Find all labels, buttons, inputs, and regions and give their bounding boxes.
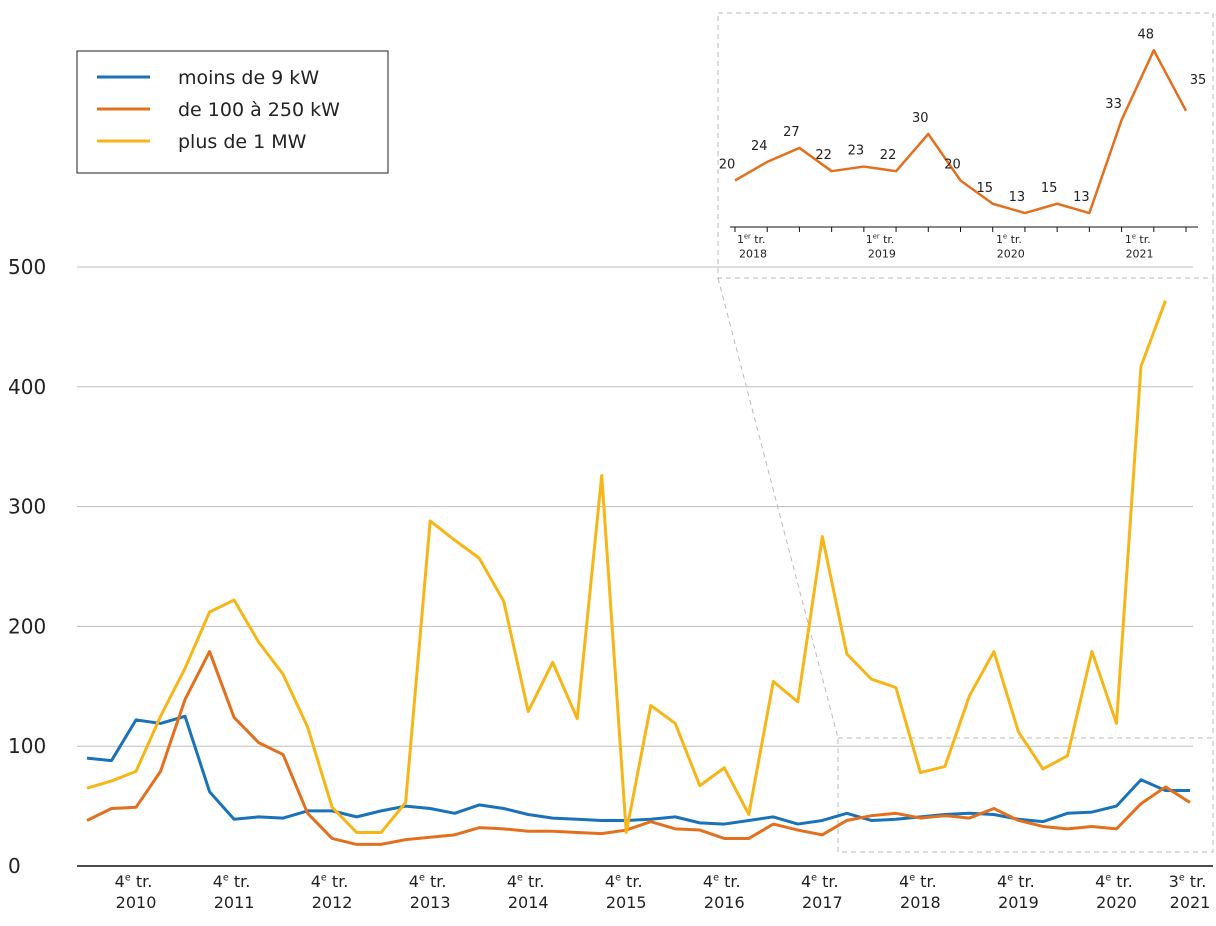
x-tick-label: 4e tr. 2017 (801, 872, 844, 912)
x-tick-label: 1er tr. 2018 (737, 233, 769, 261)
line (86, 300, 1167, 834)
x-tick-label: 4e tr. 2013 (409, 872, 452, 912)
x-tick-label: 4e tr. 2016 (703, 872, 746, 912)
x-tick-label: 3e tr. 2021 (1169, 872, 1212, 912)
y-tick-label: 0 (8, 854, 21, 878)
x-tick-label: 4e tr. 2020 (1095, 872, 1138, 912)
data-label: 35 (1190, 73, 1207, 88)
y-tick-label: 400 (8, 375, 46, 399)
data-label: 24 (751, 139, 768, 154)
inset-box (717, 12, 1214, 279)
line (86, 714, 1190, 826)
y-tick-label: 300 (8, 495, 46, 519)
y-tick-label: 200 (8, 614, 46, 638)
data-label: 15 (976, 181, 993, 196)
legend-label: moins de 9 kW (178, 67, 319, 89)
zoom-connector (717, 277, 839, 739)
y-tick-label: 500 (8, 255, 46, 279)
x-tick-label: 4e tr. 2019 (997, 872, 1040, 912)
x-tick-label: 4e tr. 2012 (311, 872, 354, 912)
zoom-box (837, 737, 1214, 853)
x-tick-label: 4e tr. 2011 (213, 872, 256, 912)
x-tick-label: 4e tr. 2014 (507, 872, 550, 912)
data-label: 15 (1041, 181, 1058, 196)
data-label: 20 (719, 158, 736, 173)
legend-box (76, 50, 389, 174)
legend-label: plus de 1 MW (178, 131, 307, 153)
line (86, 650, 1191, 846)
x-tick-label: 1e tr. 2021 (1125, 233, 1154, 261)
x-tick-label: 4e tr. 2018 (899, 872, 942, 912)
x-tick-label: 1e tr. 2020 (996, 233, 1025, 261)
data-label: 20 (944, 158, 961, 173)
x-tick-label: 4e tr. 2010 (115, 872, 158, 912)
data-label: 22 (880, 148, 897, 163)
data-label: 30 (912, 111, 929, 126)
data-label: 22 (815, 148, 832, 163)
x-tick-label: 4e tr. 2015 (605, 872, 648, 912)
data-label: 13 (1073, 190, 1090, 205)
data-label: 13 (1009, 190, 1026, 205)
line (734, 49, 1188, 215)
x-tick-label: 1er tr. 2019 (866, 233, 898, 261)
data-label: 33 (1105, 97, 1122, 112)
data-label: 48 (1138, 27, 1155, 42)
legend-label: de 100 à 250 kW (178, 99, 340, 121)
data-label: 27 (783, 125, 800, 140)
data-label: 23 (848, 144, 865, 159)
y-tick-label: 100 (8, 734, 46, 758)
